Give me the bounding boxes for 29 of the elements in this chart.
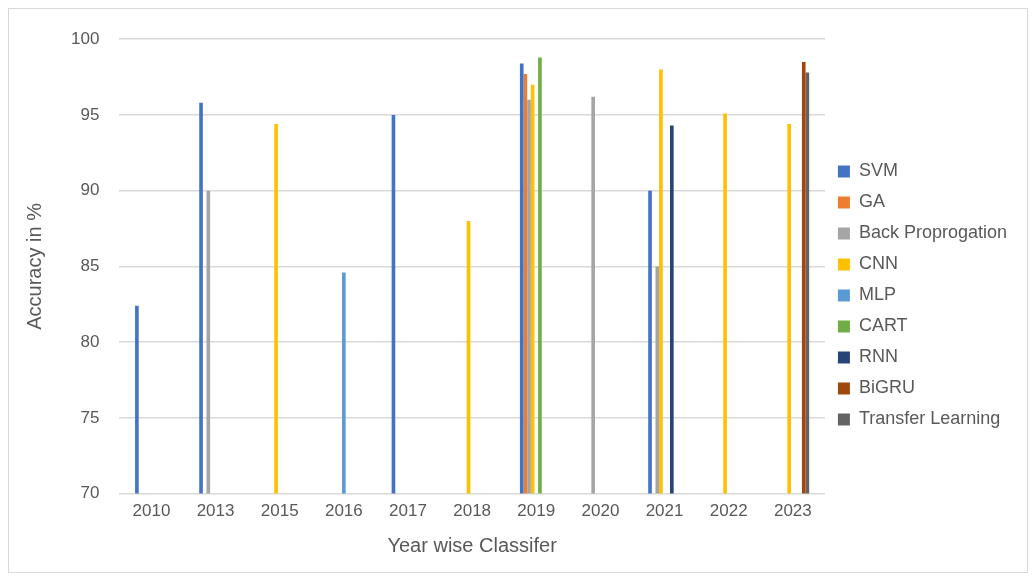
x-tick-label: 2017 <box>389 501 427 521</box>
legend-label: SVM <box>858 160 898 181</box>
legend-label: GA <box>858 191 885 212</box>
y-tick-label: 75 <box>80 407 100 427</box>
legend-label: MLP <box>858 284 896 305</box>
x-axis-title: Year wise Classifer <box>387 533 558 556</box>
x-tick-label: 2013 <box>196 501 235 521</box>
y-tick-label: 85 <box>80 256 100 276</box>
x-tick-label: 2020 <box>581 501 620 521</box>
y-tick-label: 80 <box>80 331 100 351</box>
y-tick-label: 90 <box>80 180 100 200</box>
legend-label: CART <box>858 315 908 336</box>
y-tick-label: 95 <box>80 104 100 124</box>
y-tick-label: 70 <box>80 483 100 503</box>
y-axis-title: Accuracy in % <box>22 202 45 330</box>
y-tick-label: 100 <box>70 28 100 48</box>
legend-label: Back Proprogation <box>858 222 1008 243</box>
x-tick-label: 2016 <box>324 501 363 521</box>
x-tick-label: 2019 <box>517 501 556 521</box>
legend-label: RNN <box>858 346 898 367</box>
x-tick-label: 2018 <box>453 501 492 521</box>
legend-label: BiGRU <box>858 377 915 398</box>
x-tick-label: 2010 <box>132 501 171 521</box>
x-tick-label: 2021 <box>645 501 684 521</box>
x-tick-label: 2015 <box>260 501 299 521</box>
x-tick-label: 2022 <box>709 501 748 521</box>
x-tick-label: 2023 <box>773 501 812 521</box>
legend-label: CNN <box>858 253 898 274</box>
legend-label: Transfer Learning <box>858 408 1001 429</box>
